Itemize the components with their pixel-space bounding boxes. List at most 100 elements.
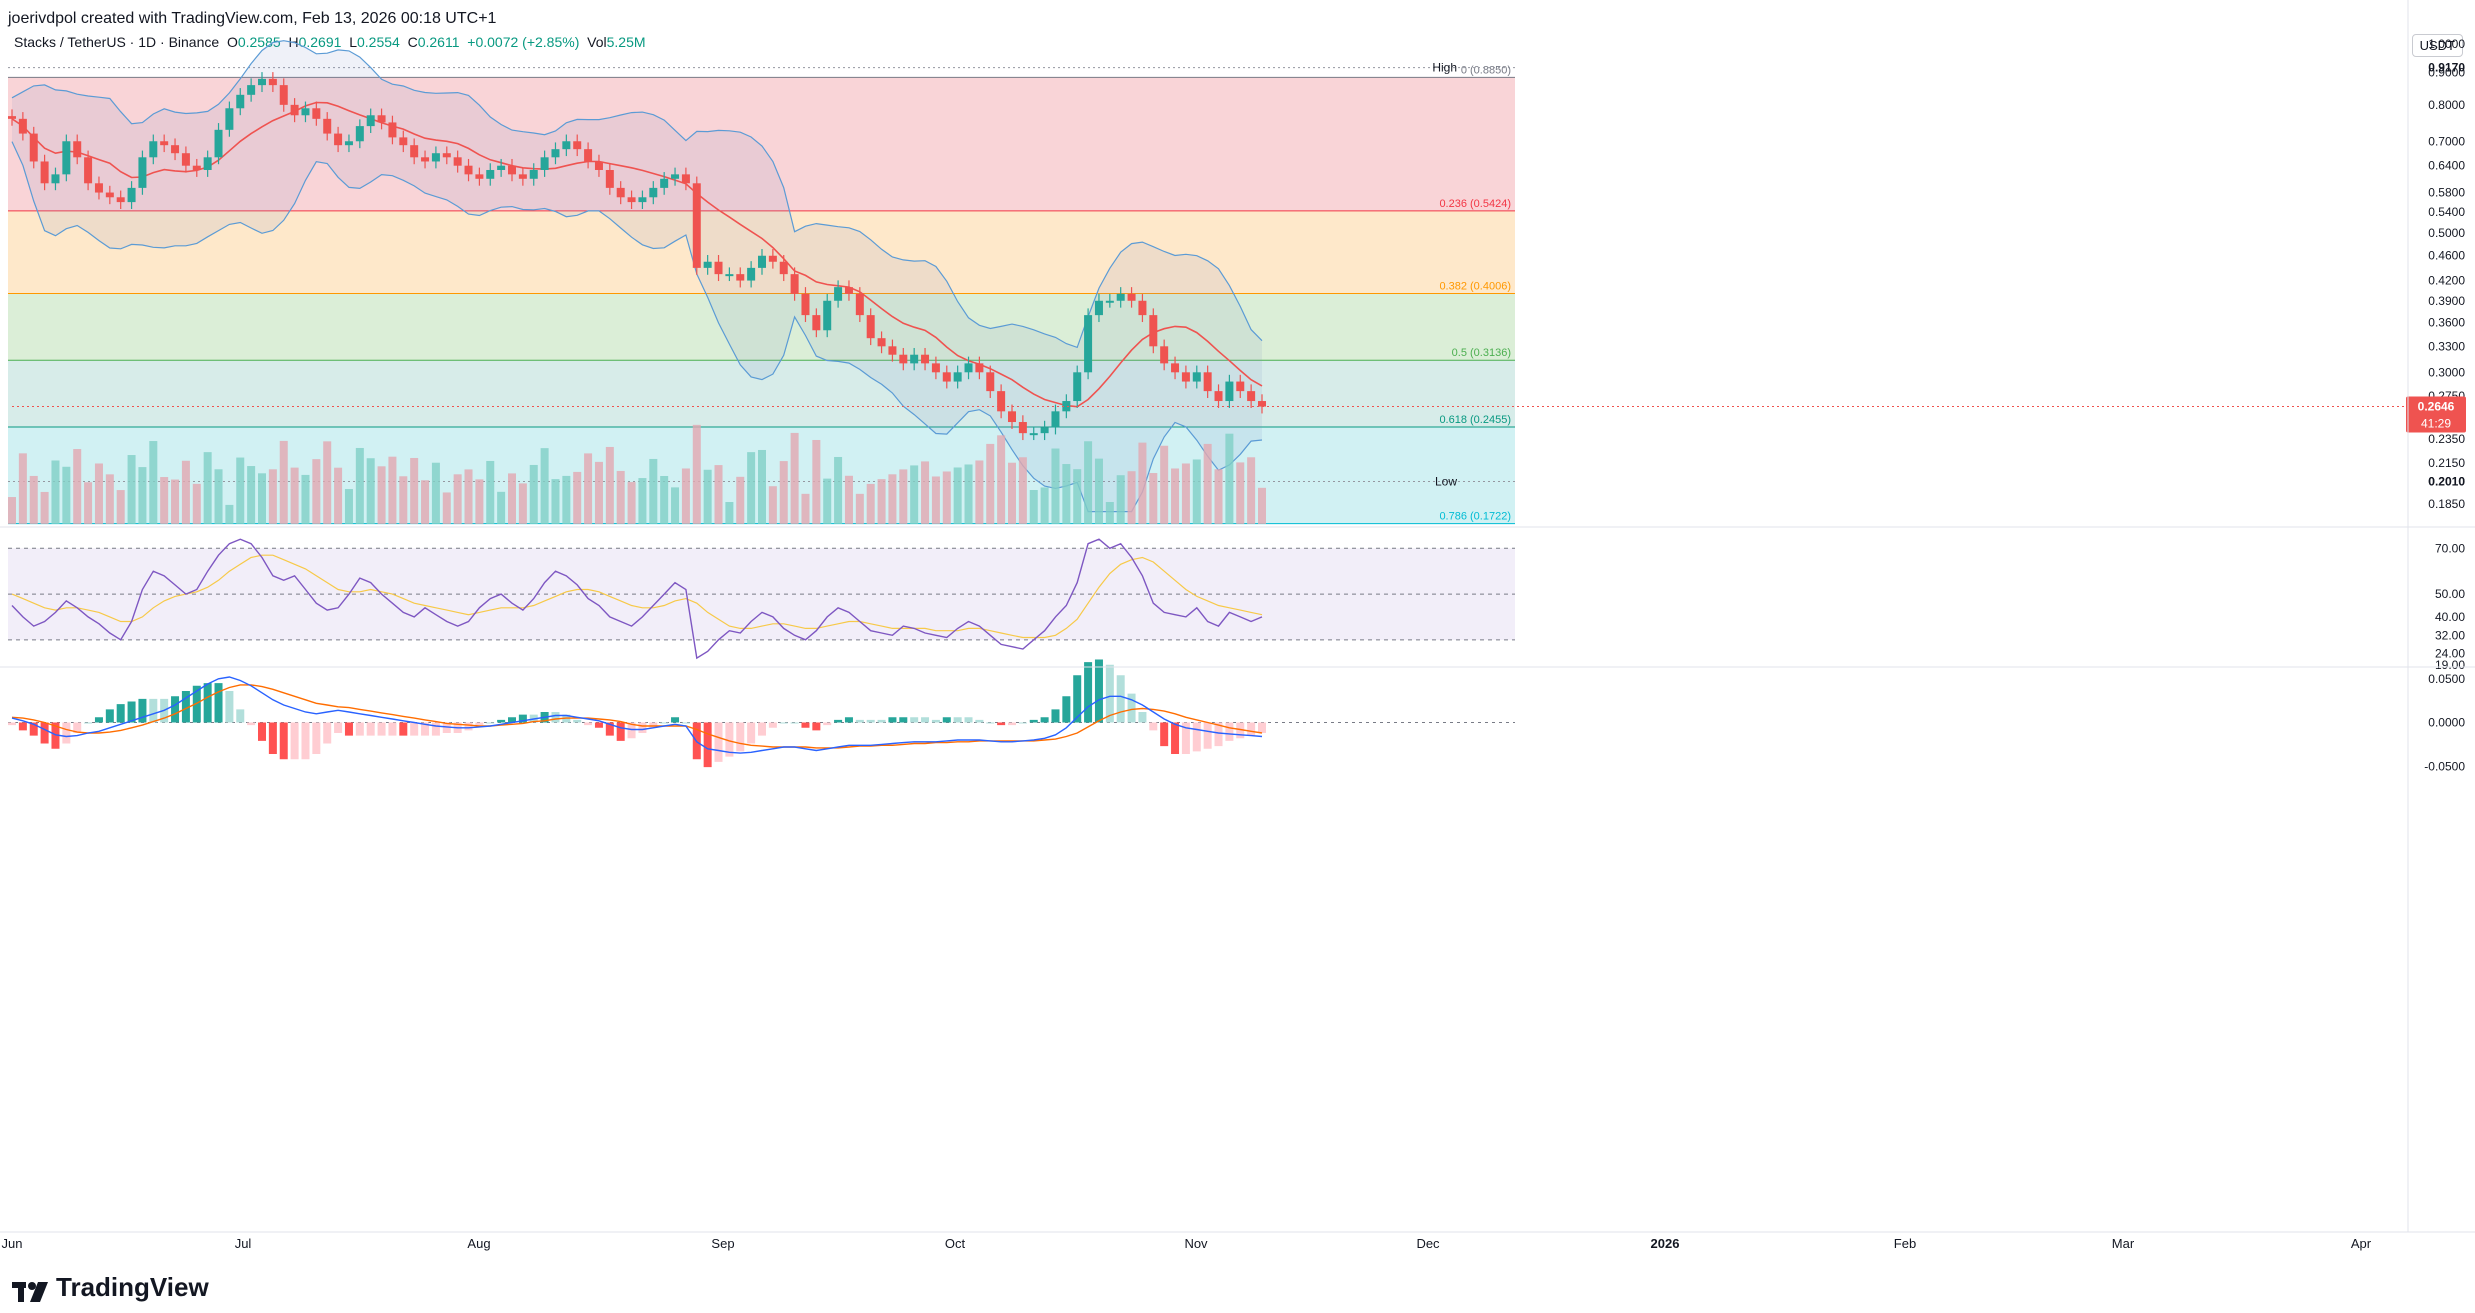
candle-body (1008, 411, 1016, 423)
macd-histogram-bar (1149, 722, 1158, 731)
macd-histogram-bar (899, 717, 908, 723)
price-tick-label: 0.8000 (2428, 98, 2465, 112)
candle-body (540, 157, 549, 170)
candle-body (1105, 300, 1114, 303)
volume-bar (747, 452, 756, 524)
volume-bar (616, 470, 625, 524)
volume-bar (605, 446, 614, 524)
macd-histogram-bar (714, 722, 723, 762)
candle-body (681, 174, 690, 184)
fib-zone (8, 360, 1515, 427)
macd-histogram-bar (486, 722, 495, 724)
macd-histogram-bar (779, 722, 788, 724)
macd-histogram-bar (910, 717, 919, 723)
macd-histogram-bar (921, 717, 930, 723)
macd-histogram-bar (268, 722, 277, 754)
macd-histogram-bar (823, 722, 832, 726)
time-axis-label: 2026 (1651, 1236, 1680, 1251)
price-tick-label: 0.1850 (2428, 497, 2465, 511)
candle-body (768, 255, 777, 262)
macd-histogram-bar (366, 722, 375, 736)
volume-bar (181, 460, 190, 524)
candle-body (62, 141, 71, 175)
macd-histogram-bar (931, 719, 940, 723)
candle-body (823, 300, 832, 331)
volume-bar (681, 468, 690, 524)
fib-zone (8, 77, 1515, 211)
macd-histogram-bar (442, 722, 451, 733)
candle-body (942, 372, 951, 382)
volume-bar (475, 479, 484, 524)
volume-bar (562, 475, 571, 524)
time-axis-label: Apr (2351, 1236, 2372, 1251)
volume-bar (931, 476, 940, 524)
extreme-value-label: 0.9170 (2428, 61, 2465, 75)
macd-histogram-bar (301, 722, 310, 760)
volume-bar (594, 461, 603, 524)
volume-bar (1040, 487, 1049, 524)
candle-body (1247, 391, 1256, 402)
tradingview-logo[interactable]: TradingView (12, 1272, 209, 1303)
symbol-legend[interactable]: Stacks / TetherUS · 1D · Binance O0.2585… (14, 34, 646, 50)
candle-body (801, 293, 810, 316)
time-axis-label: Jul (235, 1236, 252, 1251)
macd-histogram-bar (660, 722, 669, 724)
macd-histogram-bar (94, 717, 103, 723)
volume-bar (1149, 473, 1158, 524)
macd-histogram-bar (171, 696, 180, 723)
volume-bar (486, 460, 495, 524)
price-tick-label: 0.5000 (2428, 226, 2465, 240)
candle-body (149, 141, 158, 158)
volume-bar (431, 462, 440, 524)
macd-histogram-bar (1040, 717, 1049, 723)
volume-bar (464, 469, 473, 524)
candle-body (1160, 346, 1169, 364)
candle-body (258, 78, 266, 86)
volume-bar (1105, 502, 1114, 524)
price-tick-label: 0.9000 (2428, 66, 2465, 80)
volume-bar (247, 466, 256, 524)
volume-bar (290, 467, 299, 524)
macd-histogram-bar (681, 722, 690, 724)
macd-histogram-bar (1225, 722, 1234, 741)
candle-body (1062, 401, 1071, 412)
volume-bar (964, 464, 973, 524)
candle-body (660, 178, 669, 188)
macd-histogram-bar (768, 722, 777, 728)
macd-histogram-bar (747, 722, 756, 744)
candle-body (975, 363, 984, 373)
candle-body (268, 78, 277, 86)
macd-histogram-bar (812, 722, 821, 731)
candle-body (812, 315, 821, 331)
macd-histogram-bar (377, 722, 386, 736)
candle-body (508, 165, 516, 175)
candle-body (497, 165, 506, 170)
macd-histogram-bar (344, 722, 353, 736)
volume-bar (649, 458, 658, 524)
candle-body (323, 118, 332, 134)
candle-body (203, 157, 212, 170)
candle-body (94, 183, 103, 193)
price-tick-label: 0.2010 (2428, 475, 2465, 489)
candle-body (301, 108, 310, 116)
macd-histogram-bar (399, 722, 408, 736)
macd-histogram-bar (834, 719, 843, 723)
currency-button[interactable]: USDT (2411, 34, 2463, 57)
volume-bar (584, 453, 593, 524)
volume-bar (1127, 471, 1136, 524)
macd-histogram-bar (421, 722, 430, 736)
macd-histogram-bar (1105, 664, 1114, 723)
volume-bar (8, 497, 16, 524)
macd-histogram-bar (116, 704, 125, 723)
macd-histogram-bar (290, 722, 299, 760)
volume-bar (268, 469, 277, 524)
candle-body (127, 187, 136, 203)
candle-body (551, 149, 560, 158)
volume-bar (660, 475, 669, 524)
rsi-tick-label: 70.00 (2435, 541, 2465, 555)
time-axis-label: Sep (711, 1236, 734, 1251)
volume-bar (529, 464, 538, 524)
candle-body (931, 363, 940, 373)
price-tick-label: 0.4600 (2428, 249, 2465, 263)
